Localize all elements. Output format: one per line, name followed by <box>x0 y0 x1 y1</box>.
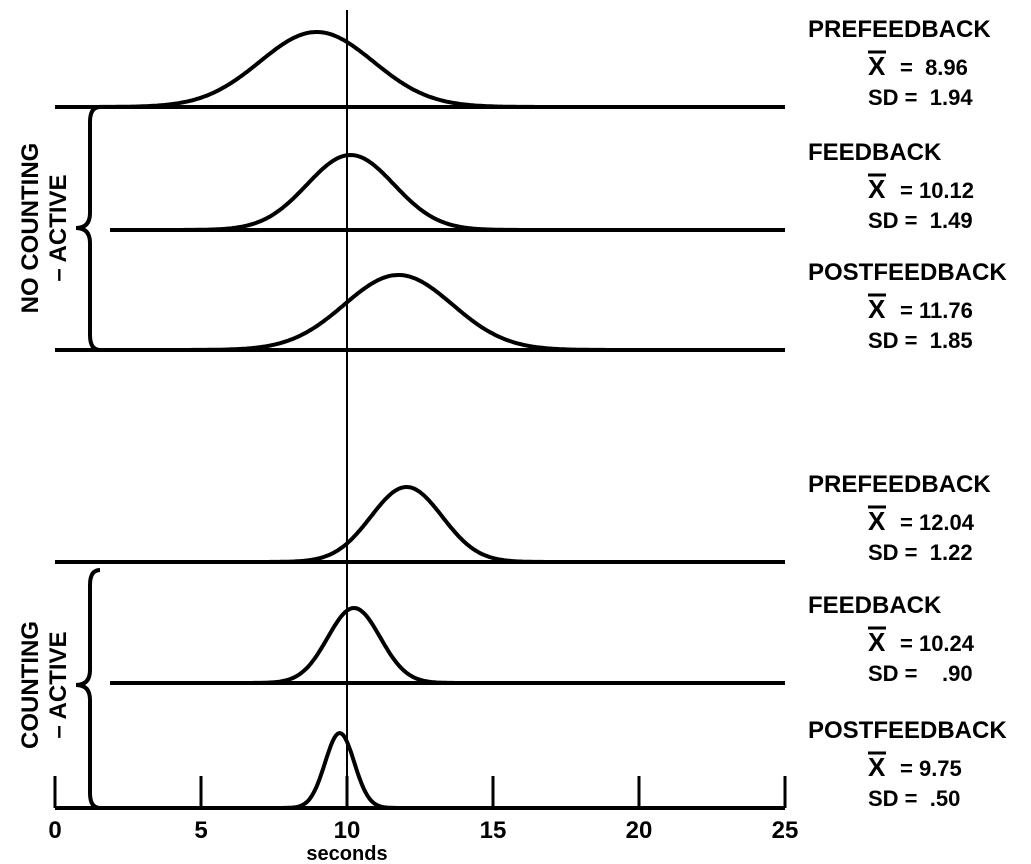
mean-symbol-icon: X <box>868 51 886 81</box>
mean-symbol-icon: X <box>868 294 886 324</box>
x-tick-label: 10 <box>334 817 361 844</box>
mean-value-label: = 9.75 <box>900 756 962 781</box>
mean-value-label: = 10.24 <box>900 631 975 656</box>
sd-value-label: SD = .50 <box>868 786 960 811</box>
mean-symbol-icon: X <box>868 174 886 204</box>
group-label-line1: COUNTING <box>17 621 44 749</box>
series-name-label: FEEDBACK <box>808 139 942 166</box>
sd-value-label: SD = 1.94 <box>868 85 973 110</box>
mean-symbol-icon: X <box>868 752 886 782</box>
group-label-line1: NO COUNTING <box>17 143 44 314</box>
series-name-label: POSTFEEDBACK <box>808 717 1007 744</box>
distribution-curve-0-2 <box>54 273 786 352</box>
mean-value-label: = 12.04 <box>900 510 975 535</box>
group-label-line2: – ACTIVE <box>45 174 72 281</box>
group-brace <box>75 568 101 810</box>
series-name-label: PREFEEDBACK <box>808 16 991 43</box>
sd-value-label: SD = .90 <box>868 661 973 686</box>
x-tick-label: 20 <box>626 817 653 844</box>
distribution-curve-1-1 <box>111 606 786 685</box>
sd-value-label: SD = 1.85 <box>868 328 973 353</box>
series-name-label: PREFEEDBACK <box>808 471 991 498</box>
group-brace <box>75 105 101 352</box>
mean-value-label: = 10.12 <box>900 178 974 203</box>
distribution-curve-1-2 <box>54 731 786 810</box>
distribution-curve-0-1 <box>111 153 786 232</box>
distribution-curve-0-0 <box>54 30 786 109</box>
mean-symbol-icon: X <box>868 506 886 536</box>
group-label-line2: – ACTIVE <box>45 631 72 738</box>
x-tick-label: 15 <box>480 817 507 844</box>
mean-value-label: = 8.96 <box>900 55 968 80</box>
series-name-label: FEEDBACK <box>808 592 942 619</box>
x-tick-label: 0 <box>48 817 61 844</box>
sd-value-label: SD = 1.49 <box>868 208 973 233</box>
x-tick-label: 25 <box>772 817 799 844</box>
series-name-label: POSTFEEDBACK <box>808 259 1007 286</box>
mean-symbol-icon: X <box>868 627 886 657</box>
sd-value-label: SD = 1.22 <box>868 540 973 565</box>
distribution-curve-1-0 <box>54 485 786 564</box>
x-axis-label: seconds <box>306 843 387 864</box>
x-tick-label: 5 <box>194 817 207 844</box>
mean-value-label: = 11.76 <box>900 298 973 323</box>
